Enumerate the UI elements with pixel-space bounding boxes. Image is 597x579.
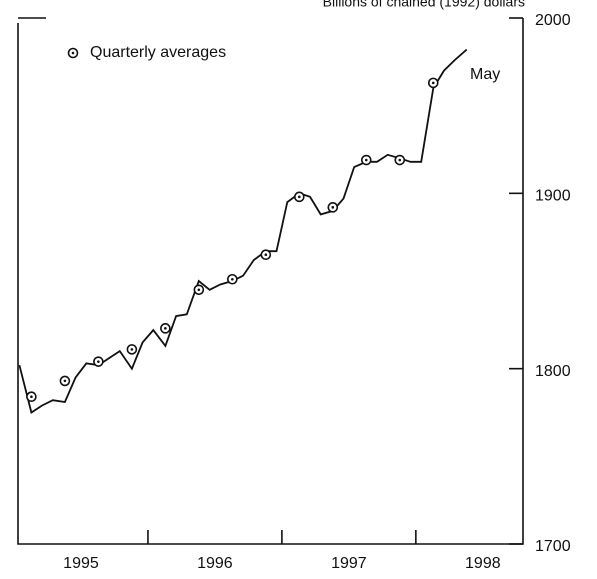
annotation: May bbox=[470, 66, 500, 83]
marker-dot bbox=[63, 379, 67, 383]
marker-dot bbox=[231, 277, 234, 281]
marker-dot bbox=[264, 253, 268, 256]
x-tick-label: 1995 bbox=[63, 555, 99, 572]
plot-frame bbox=[17, 18, 524, 545]
x-tick-label: 1997 bbox=[331, 555, 367, 572]
marker-dot bbox=[431, 81, 435, 85]
x-tick-label: 1998 bbox=[465, 555, 501, 572]
legend-label: Quarterly averages bbox=[90, 44, 226, 61]
marker-dot bbox=[164, 327, 167, 330]
y-tick-label: 1900 bbox=[535, 188, 571, 205]
y-tick-label: 2000 bbox=[535, 12, 571, 29]
marker-dot bbox=[298, 195, 301, 199]
marker-dot bbox=[331, 206, 335, 209]
monthly-line bbox=[18, 48, 468, 414]
x-tick-label: 1996 bbox=[197, 555, 233, 572]
marker-dot bbox=[30, 395, 33, 399]
chart-title: Billions of chained (1992) dollars bbox=[323, 0, 525, 10]
marker-dot bbox=[97, 360, 100, 363]
marker-dot bbox=[197, 288, 201, 292]
marker-dot bbox=[364, 158, 368, 162]
y-tick-label: 1800 bbox=[535, 363, 571, 380]
legend-dot bbox=[71, 51, 75, 55]
marker-dot bbox=[130, 348, 134, 351]
y-tick-label: 1700 bbox=[535, 538, 571, 555]
marker-dot bbox=[398, 158, 402, 162]
